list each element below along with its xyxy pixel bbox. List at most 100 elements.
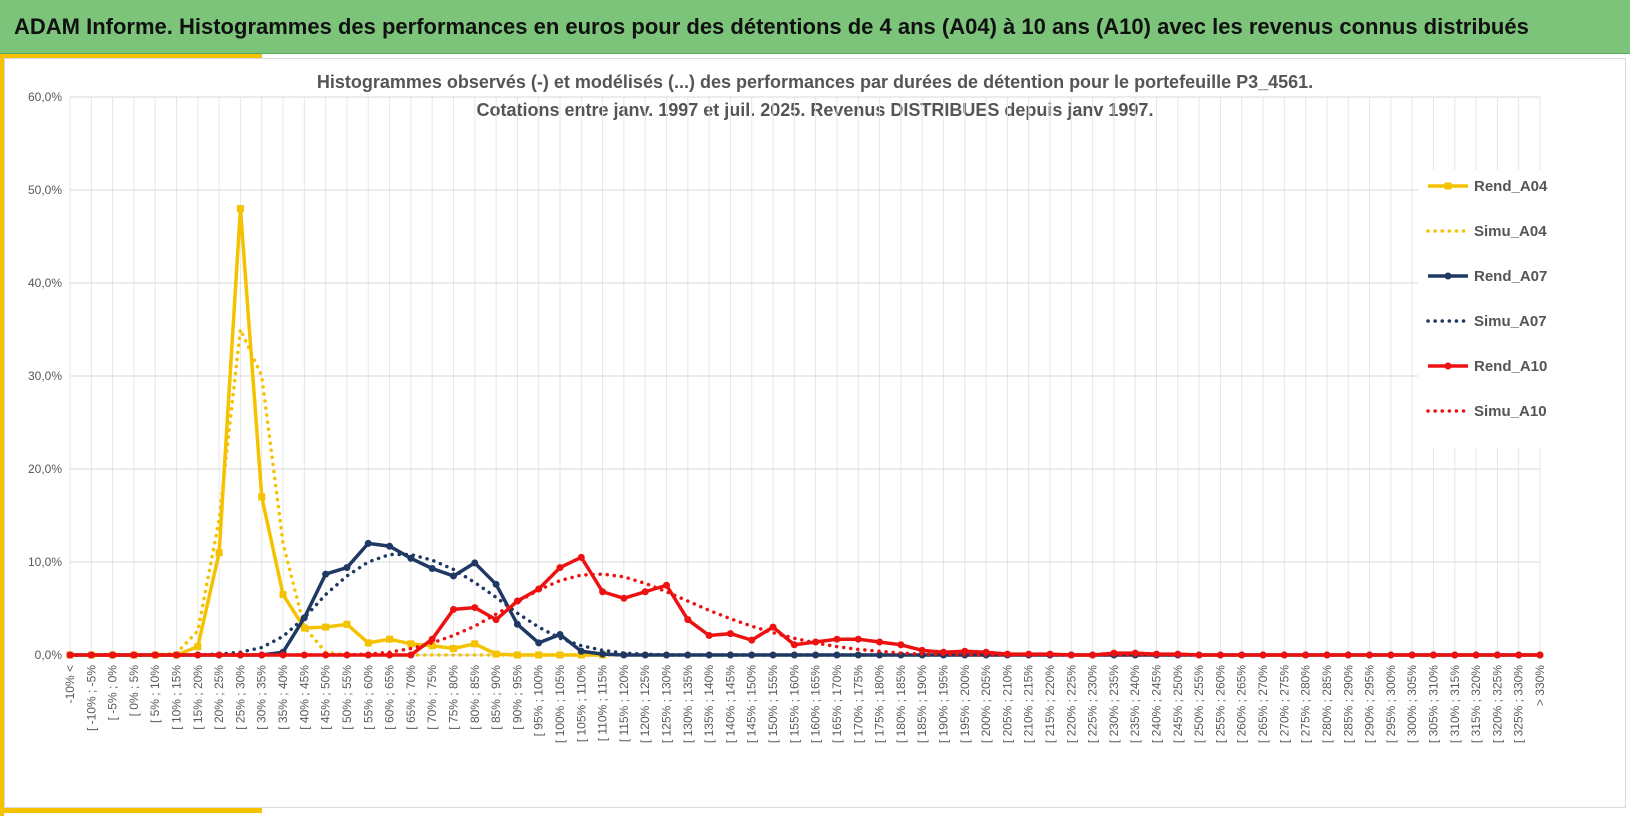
frame-accent-bottom (0, 808, 262, 813)
x-tick-label: [ 235% ; 240% (1128, 665, 1142, 743)
x-tick-label: [ 45% ; 50% (319, 665, 333, 730)
data-point-rend-a10 (471, 604, 479, 612)
x-tick-label: [ 185% ; 190% (915, 665, 929, 743)
x-tick-label: [ 180% ; 185% (894, 665, 908, 743)
y-tick-label: 50,0% (28, 183, 62, 197)
x-tick-label: [ 275% ; 280% (1299, 665, 1313, 743)
data-point-rend-a04 (343, 620, 351, 628)
x-tick-label: [ 80% ; 85% (468, 665, 482, 730)
x-tick-label: [ 305% ; 310% (1426, 665, 1440, 743)
header-banner: ADAM Informe. Histogrammes des performan… (0, 0, 1630, 54)
data-point-rend-a04 (364, 639, 372, 647)
x-tick-label: [ 70% ; 75% (425, 665, 439, 730)
x-tick-label: [ 125% ; 130% (660, 665, 674, 743)
data-point-rend-a10 (449, 605, 457, 613)
series-line-rend-a04 (70, 206, 603, 657)
x-tick-label: [ 65% ; 70% (404, 665, 418, 730)
data-point-rend-a04 (279, 591, 287, 599)
y-tick-label: 10,0% (28, 555, 62, 569)
x-tick-label: [ 20% ; 25% (212, 665, 226, 730)
x-tick-label: [ 10% ; 15% (170, 665, 184, 730)
x-tick-label: [ 105% ; 110% (574, 665, 588, 742)
legend-label-rend-a07: Rend_A07 (1474, 267, 1548, 285)
data-point-rend-a04 (428, 642, 436, 650)
data-point-rend-a10 (428, 635, 436, 643)
y-tick-label: 20,0% (28, 462, 62, 476)
data-point-rend-a04 (407, 640, 415, 648)
chart-legend: Rend_A04 Simu_A04 Rend_A07 Simu_A07 Rend_A10… (1418, 170, 1578, 448)
x-tick-label: [ 155% ; 160% (787, 665, 801, 743)
x-tick-label: [ 85% ; 90% (489, 665, 503, 730)
legend-label-rend-a10: Rend_A10 (1474, 357, 1548, 375)
x-tick-label: -10% < (63, 665, 77, 703)
x-tick-label: [ 165% ; 170% (830, 665, 844, 743)
x-tick-label: [ 175% ; 180% (873, 665, 887, 743)
x-tick-label: [ -10% ; -5% (84, 665, 98, 731)
data-point-rend-a10 (577, 553, 585, 561)
data-point-rend-a04 (471, 640, 479, 648)
x-tick-label: [ 250% ; 255% (1192, 665, 1206, 743)
data-point-rend-a10 (641, 588, 649, 596)
legend-label-simu-a04: Simu_A04 (1474, 222, 1547, 240)
data-point-rend-a07 (492, 580, 500, 588)
x-tick-label: [ 210% ; 215% (1022, 665, 1036, 743)
x-tick-label: [ 110% ; 115% (596, 665, 610, 742)
data-point-rend-a07 (364, 539, 372, 547)
legend-item-simu-a10: Simu_A10 (1426, 399, 1547, 423)
data-point-rend-a07 (322, 570, 330, 578)
data-point-rend-a10 (918, 646, 926, 654)
data-point-rend-a07 (556, 631, 564, 639)
data-point-rend-a10 (769, 623, 777, 631)
data-point-rend-a07 (471, 559, 479, 567)
data-point-rend-a10 (748, 636, 756, 644)
data-point-rend-a10 (726, 630, 734, 638)
data-point-rend-a10 (833, 635, 841, 643)
x-tick-label: [ 5% ; 10% (148, 665, 162, 723)
x-tick-label: [ 300% ; 305% (1405, 665, 1419, 743)
data-point-rend-a04 (215, 549, 223, 557)
x-tick-label: [ 140% ; 145% (723, 665, 737, 743)
x-tick-label: [ 120% ; 125% (638, 665, 652, 743)
data-point-rend-a10 (599, 588, 607, 596)
data-point-rend-a07 (577, 647, 585, 655)
y-tick-label: 0,0% (35, 648, 63, 662)
data-point-rend-a04 (194, 643, 202, 651)
x-tick-label: [ 15% ; 20% (191, 665, 205, 730)
x-tick-label: [ 60% ; 65% (383, 665, 397, 730)
legend-item-rend-a10: Rend_A10 (1426, 354, 1547, 378)
x-tick-label: [ 310% ; 315% (1448, 665, 1462, 743)
x-tick-label: [ 270% ; 275% (1277, 665, 1291, 743)
x-tick-label: [ 315% ; 320% (1469, 665, 1483, 743)
y-tick-label: 60,0% (28, 90, 62, 104)
x-tick-label: > 330% (1533, 665, 1547, 706)
data-point-rend-a04 (258, 493, 266, 501)
data-point-rend-a07 (343, 564, 351, 572)
data-point-rend-a10 (705, 631, 713, 639)
x-tick-label: [ 220% ; 225% (1064, 665, 1078, 743)
x-tick-label: [ 95% ; 100% (532, 665, 546, 737)
legend-label-rend-a04: Rend_A04 (1474, 177, 1548, 195)
x-tick-label: [ 40% ; 45% (297, 665, 311, 730)
x-tick-label: [ 100% ; 105% (553, 665, 567, 743)
legend-item-rend-a04: Rend_A04 (1426, 174, 1547, 198)
x-tick-label: [ 190% ; 195% (936, 665, 950, 743)
data-point-rend-a10 (407, 651, 415, 659)
x-tick-label: [ -5% ; 0% (106, 665, 120, 721)
legend-swatch-rend-a07 (1428, 272, 1468, 280)
x-tick-label: [ 130% ; 135% (681, 665, 695, 743)
legend-label-simu-a07: Simu_A07 (1474, 312, 1547, 330)
legend-item-simu-a04: Simu_A04 (1426, 219, 1547, 243)
data-point-rend-a07 (449, 572, 457, 580)
data-point-rend-a04 (386, 635, 394, 643)
data-point-rend-a10 (684, 616, 692, 624)
x-tick-label: [ 280% ; 285% (1320, 665, 1334, 743)
data-point-rend-a10 (386, 651, 394, 659)
data-point-rend-a07 (535, 639, 543, 647)
chart-subtitle: Cotations entre janv. 1997 et juil. 2025… (476, 100, 1154, 120)
x-tick-label: [ 75% ; 80% (446, 665, 460, 730)
legend-swatch-rend-a10 (1428, 362, 1468, 370)
data-point-rend-a07 (428, 565, 436, 573)
series-line-rend-a10 (70, 555, 1540, 657)
x-tick-label: [ 160% ; 165% (809, 665, 823, 743)
y-tick-label: 30,0% (28, 369, 62, 383)
